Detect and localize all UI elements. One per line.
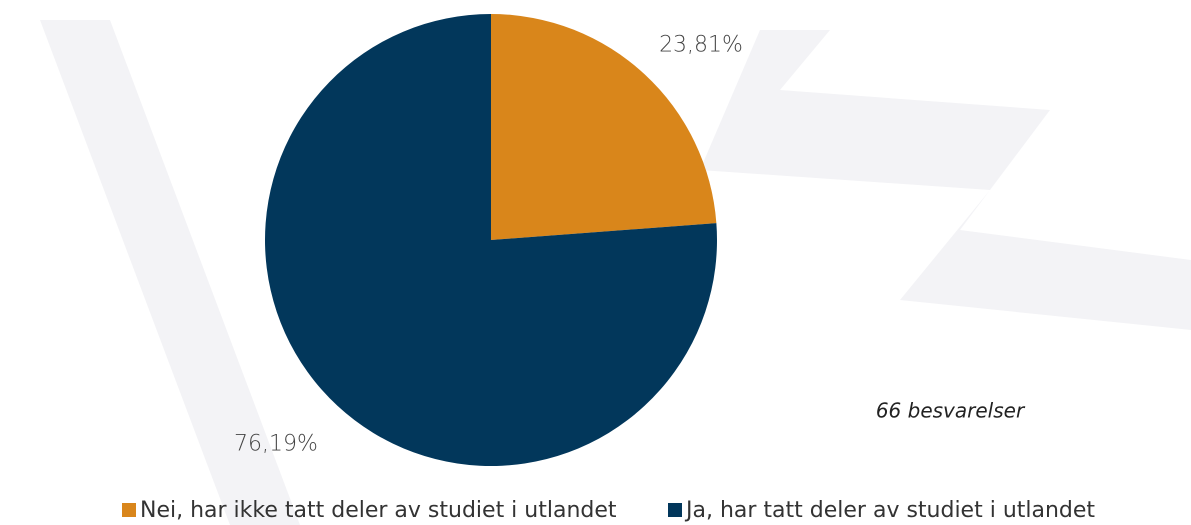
value-label: 76,19%: [234, 431, 318, 456]
watermark-shape: [700, 30, 1191, 330]
legend-label: Ja, har tatt deler av studiet i utlandet: [684, 498, 1095, 523]
annotation: 66 besvarelser: [876, 399, 1026, 423]
pie-slice: [265, 14, 718, 466]
legend-swatch: [668, 503, 682, 517]
watermark-shape: [40, 20, 300, 525]
legend-label: Nei, har ikke tatt deler av studiet i ut…: [140, 498, 617, 523]
pie-slice: [491, 14, 717, 240]
watermark: [40, 20, 1191, 525]
value-label: 23,81%: [659, 33, 743, 58]
legend-swatch: [122, 503, 136, 517]
